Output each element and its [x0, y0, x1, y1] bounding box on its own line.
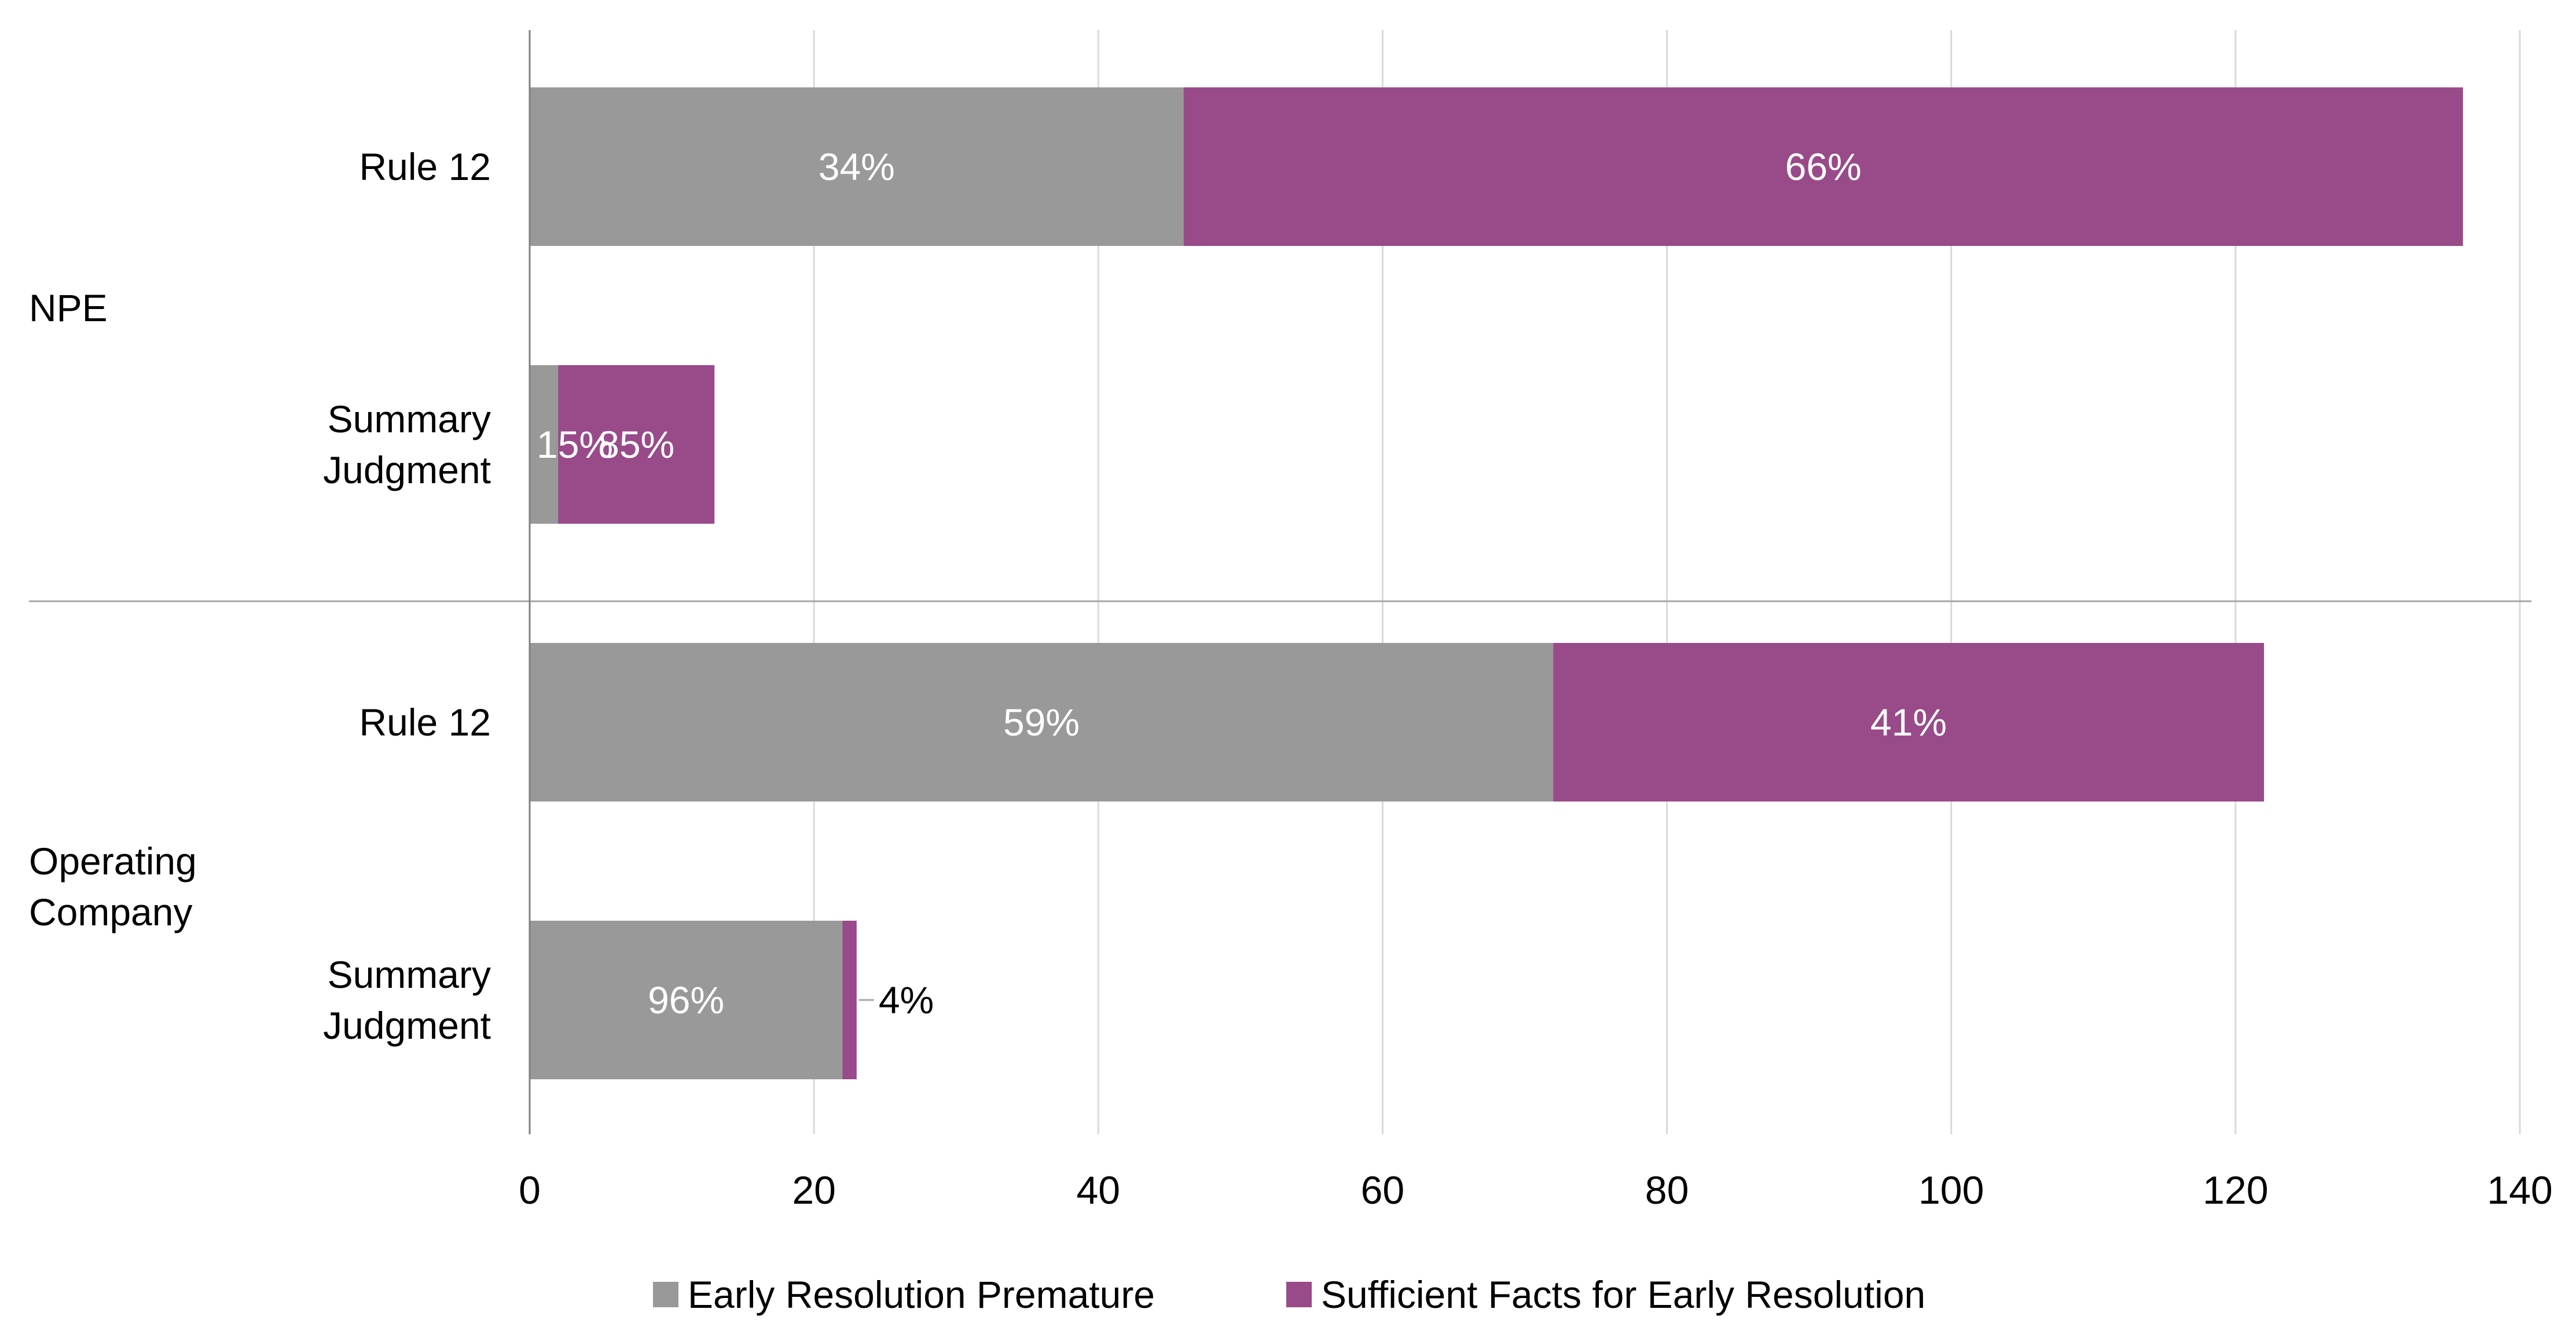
legend: Early Resolution Premature Sufficient Fac…: [653, 1273, 1925, 1316]
data-label: 96%: [648, 979, 724, 1021]
data-label: 4%: [879, 979, 934, 1021]
category-label: Rule 12: [359, 701, 491, 744]
legend-swatch: [653, 1282, 678, 1307]
data-label: 41%: [1870, 701, 1947, 744]
x-tick-label: 0: [519, 1168, 541, 1212]
x-tick-label: 20: [792, 1168, 836, 1212]
data-label: 59%: [1003, 701, 1080, 744]
x-tick-label: 120: [2203, 1168, 2268, 1212]
group-label: Operating: [29, 840, 197, 883]
data-label: 66%: [1785, 145, 1862, 188]
legend-label: Early Resolution Premature: [688, 1273, 1155, 1316]
x-tick-label: 60: [1361, 1168, 1405, 1212]
category-label: Rule 12: [359, 145, 491, 188]
data-label: 34%: [819, 145, 895, 188]
legend-label: Sufficient Facts for Early Resolution: [1321, 1273, 1925, 1316]
category-label: Summary: [328, 398, 491, 440]
x-tick-label: 100: [1918, 1168, 1984, 1212]
bar-segment: [842, 921, 857, 1079]
x-tick-label: 140: [2487, 1168, 2552, 1212]
category-label: Judgment: [323, 1004, 491, 1047]
data-label: 85%: [598, 423, 674, 466]
bars: [530, 87, 2463, 1079]
x-tick-label: 40: [1076, 1168, 1120, 1212]
group-label: NPE: [29, 286, 108, 329]
x-tick-label: 80: [1645, 1168, 1689, 1212]
group-label: Company: [29, 891, 192, 933]
labels: 34%66%15%85%59%41%96%4%: [537, 145, 1947, 1021]
category-label: Judgment: [323, 448, 491, 491]
legend-swatch: [1286, 1282, 1312, 1307]
category-label: Summary: [328, 953, 491, 996]
